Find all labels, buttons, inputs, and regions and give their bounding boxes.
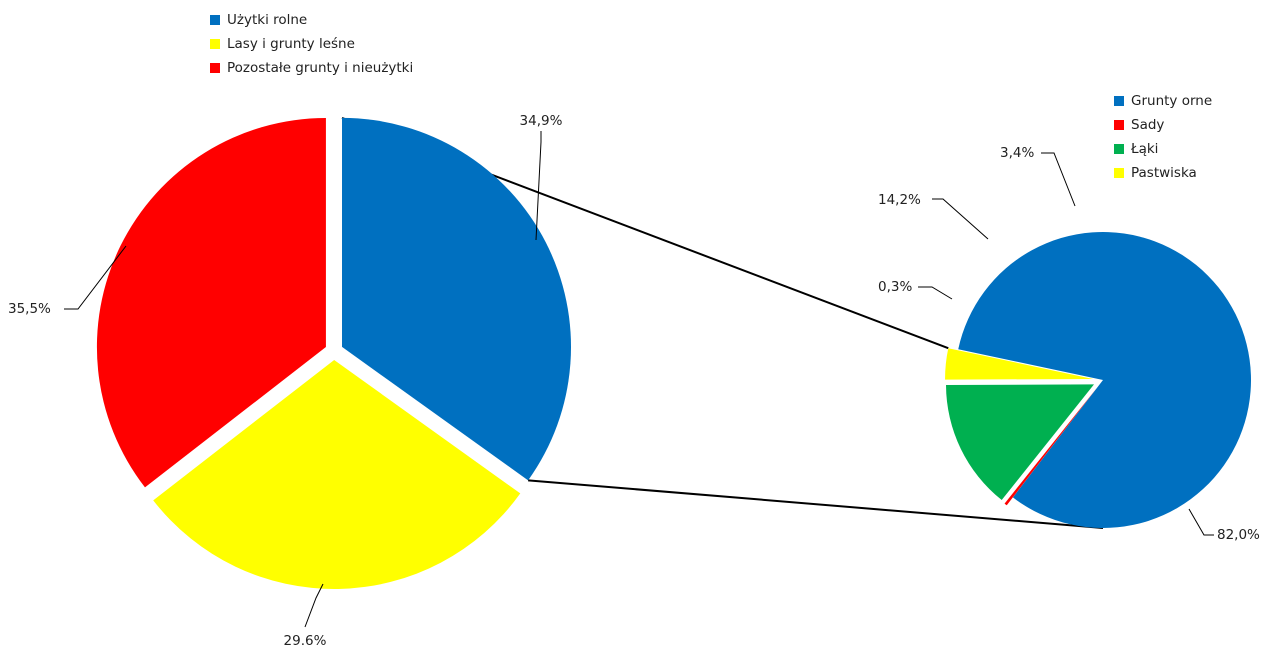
data-label-laki: 14,2% [878, 192, 921, 208]
data-label-grunty-orne-leader [1188, 508, 1214, 536]
legend-item: Sady [1114, 113, 1212, 137]
legend-secondary: Grunty orne Sady Łąki Pastwiska [1114, 89, 1212, 185]
data-label-laki-leader [932, 198, 989, 240]
legend-swatch [1114, 168, 1124, 178]
legend-swatch [210, 63, 220, 73]
legend-label: Grunty orne [1131, 93, 1213, 109]
data-label-sady: 0,3% [878, 279, 912, 295]
legend-item: Lasy i grunty leśne [210, 32, 413, 56]
legend-item: Grunty orne [1114, 89, 1212, 113]
legend-main: Użytki rolne Lasy i grunty leśne Pozosta… [210, 8, 413, 80]
secondary-pie [945, 232, 1251, 528]
legend-label: Pastwiska [1131, 165, 1197, 181]
legend-swatch [210, 15, 220, 25]
data-label-lasy-leader [304, 583, 324, 628]
legend-item: Łąki [1114, 137, 1212, 161]
slice-grunty-orne-secondary [958, 232, 1251, 528]
legend-label: Użytki rolne [227, 12, 308, 28]
slice-laki-secondary [946, 384, 1094, 501]
slice-sady-secondary [1004, 387, 1097, 506]
legend-item: Pozostałe grunty i nieużytki [210, 56, 413, 80]
slice-pastwiska-secondary [945, 348, 1094, 380]
legend-label: Lasy i grunty leśne [227, 36, 355, 52]
legend-label: Sady [1131, 117, 1165, 133]
data-label-pastwiska: 3,4% [1000, 145, 1034, 161]
data-label-uzytki-rolne: 34,9% [520, 113, 563, 129]
data-label-pozostale: 35,5% [8, 301, 51, 317]
data-label-sady-leader [918, 286, 953, 300]
slice-lasy-i-grunty-lesne [153, 359, 521, 589]
data-label-pozostale-leader [64, 245, 127, 310]
connector-line-bottom [528, 479, 1104, 529]
legend-swatch [1114, 144, 1124, 154]
main-pie [96, 117, 572, 589]
legend-label: Łąki [1131, 141, 1159, 157]
legend-label: Pozostałe grunty i nieużytki [227, 60, 414, 76]
legend-swatch [1114, 120, 1124, 130]
data-label-lasy: 29.6% [284, 633, 327, 648]
data-label-uzytki-rolne-leader [535, 131, 542, 241]
data-labels: 34,9% 29.6% 35,5% 82,0% 0,3% 14,2% 3,4% [8, 113, 1260, 648]
legend-swatch [210, 39, 220, 49]
data-label-grunty-orne: 82,0% [1217, 527, 1260, 543]
legend-item: Użytki rolne [210, 8, 413, 32]
data-label-pastwiska-leader [1041, 152, 1076, 207]
slice-uzytki-rolne [342, 117, 572, 481]
slice-pozostale-grunty-i-nieuzytki [96, 118, 326, 488]
legend-item: Pastwiska [1114, 161, 1212, 185]
legend-swatch [1114, 96, 1124, 106]
